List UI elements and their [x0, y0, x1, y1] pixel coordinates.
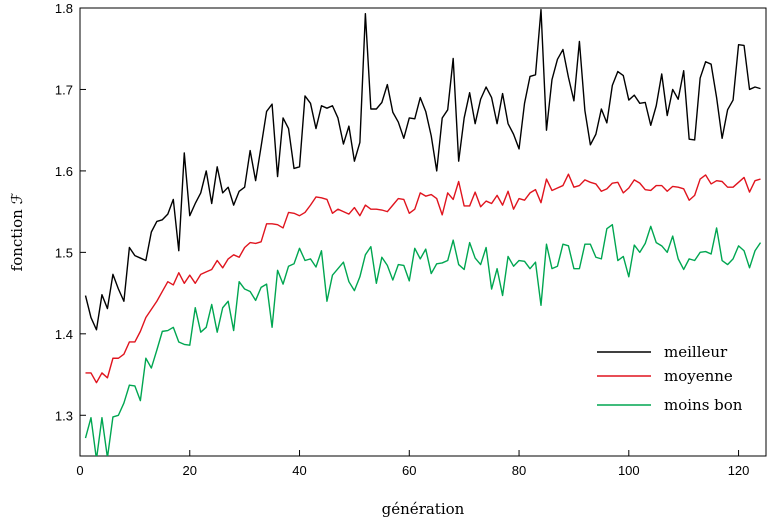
x-tick-label: 100	[618, 463, 640, 478]
x-tick-label: 80	[512, 463, 526, 478]
series-line-moins-bon	[84, 223, 762, 456]
series-line-moyenne	[85, 173, 761, 384]
plot-frame	[79, 7, 767, 457]
y-axis: 1.3 1.4 1.5 1.6 1.7 1.8	[55, 1, 86, 423]
y-axis-title: fonction ℱ	[8, 192, 26, 271]
legend-label-meilleur: meilleur	[664, 343, 728, 361]
y-tick-label: 1.7	[55, 82, 73, 97]
legend: meilleur moyenne moins bon	[597, 343, 743, 414]
x-tick-label: 120	[728, 463, 750, 478]
legend-label-moyenne: moyenne	[664, 367, 733, 385]
x-tick-label: 40	[292, 463, 306, 478]
series-layer	[84, 8, 762, 456]
x-tick-label: 60	[402, 463, 416, 478]
y-tick-label: 1.5	[55, 245, 73, 260]
y-tick-label: 1.6	[55, 164, 73, 179]
y-tick-label: 1.8	[55, 1, 73, 16]
x-axis: 0 20 40 60 80 100 120	[76, 450, 749, 478]
legend-label-moins-bon: moins bon	[664, 396, 743, 414]
x-tick-label: 20	[183, 463, 197, 478]
y-tick-label: 1.3	[55, 408, 73, 423]
x-axis-title: génération	[382, 500, 465, 518]
series-line-meilleur	[84, 8, 761, 331]
y-tick-label: 1.4	[55, 327, 73, 342]
x-tick-label: 0	[76, 463, 83, 478]
